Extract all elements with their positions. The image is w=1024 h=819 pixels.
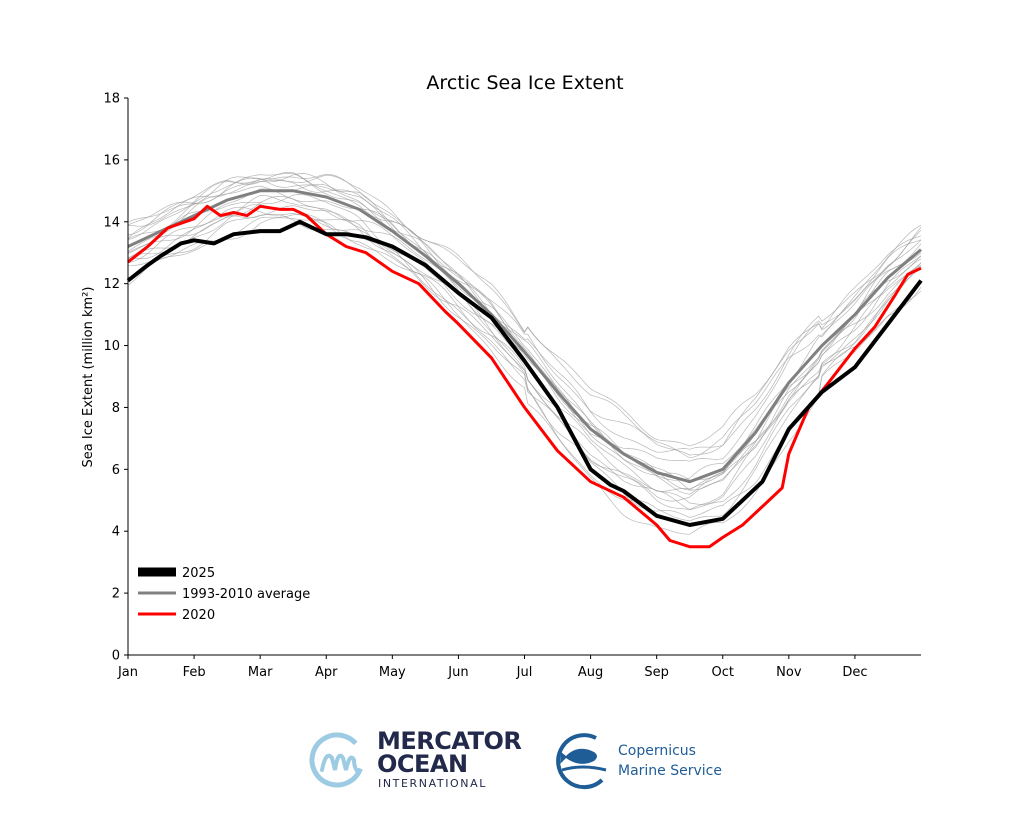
individual-year-line xyxy=(127,213,922,505)
x-tick-label: Mar xyxy=(248,665,273,680)
chart-title: Arctic Sea Ice Extent xyxy=(426,72,623,94)
individual-year-line xyxy=(127,173,922,462)
x-tick-label: Nov xyxy=(776,665,802,680)
y-tick-label: 8 xyxy=(112,401,120,416)
individual-year-line xyxy=(127,173,922,447)
x-tick-label: Jan xyxy=(117,665,138,680)
copernicus-text-2: Marine Service xyxy=(618,763,722,779)
mercator-ocean-logo: MERCATOR OCEAN INTERNATIONAL xyxy=(308,729,522,792)
series-line-1993-2010-average xyxy=(127,189,922,484)
x-tick-label: Dec xyxy=(842,665,867,680)
individual-year-line xyxy=(127,213,922,535)
y-tick-label: 10 xyxy=(103,339,120,354)
individual-year-line xyxy=(127,205,922,492)
individual-year-line xyxy=(127,173,922,481)
x-tick-label: May xyxy=(379,665,406,680)
series-line-2025 xyxy=(126,219,923,527)
y-tick-label: 2 xyxy=(112,587,120,602)
mercator-text-1: MERCATOR xyxy=(377,727,522,755)
y-tick-label: 6 xyxy=(112,463,120,478)
copernicus-marine-logo: Copernicus Marine Service xyxy=(552,730,732,792)
individual-year-line xyxy=(127,174,922,459)
x-tick-label: Oct xyxy=(712,665,734,680)
x-tick-label: Apr xyxy=(315,665,338,680)
y-tick-label: 18 xyxy=(103,92,120,107)
y-tick-label: 4 xyxy=(112,525,120,540)
y-axis-label: Sea Ice Extent (million km²) xyxy=(81,287,96,468)
individual-year-line xyxy=(127,171,922,453)
individual-year-line xyxy=(127,194,922,502)
x-tick-label: Feb xyxy=(183,665,206,680)
series-line-2020 xyxy=(127,204,922,549)
y-tick-label: 14 xyxy=(103,215,120,230)
individual-year-line xyxy=(127,206,922,510)
y-tick-label: 16 xyxy=(103,153,120,168)
fish-icon xyxy=(556,733,607,790)
y-tick-label: 0 xyxy=(112,649,120,664)
legend-label: 2025 xyxy=(182,566,215,581)
mercator-m-icon xyxy=(309,732,365,788)
y-tick-label: 12 xyxy=(103,277,120,292)
x-tick-label: Jun xyxy=(447,665,468,680)
individual-year-line xyxy=(127,195,922,481)
x-tick-label: Sep xyxy=(644,665,669,680)
x-tick-label: Aug xyxy=(578,665,603,680)
individual-year-line xyxy=(127,188,922,491)
legend-label: 2020 xyxy=(182,608,215,623)
legend: 2025 1993-2010 average 2020 xyxy=(138,566,310,623)
legend-label: 1993-2010 average xyxy=(182,587,310,602)
copernicus-text-1: Copernicus xyxy=(618,743,696,759)
mercator-text-2: OCEAN xyxy=(377,750,468,778)
x-tick-label: Jul xyxy=(516,665,533,680)
mercator-text-3: INTERNATIONAL xyxy=(378,777,487,790)
